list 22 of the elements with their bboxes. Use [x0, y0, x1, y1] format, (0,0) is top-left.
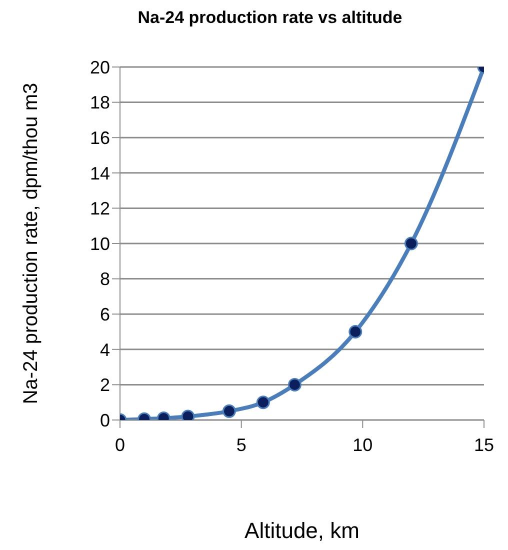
y-tick-label: 12	[90, 198, 110, 219]
y-tick-label: 6	[100, 304, 110, 324]
x-tick-label: 0	[114, 434, 126, 455]
y-tick-label: 14	[90, 163, 110, 184]
y-tick-label: 20	[90, 57, 110, 78]
point	[404, 236, 418, 250]
point	[222, 404, 236, 418]
y-tick-label: 2	[100, 375, 110, 396]
y-tick-label: 18	[90, 92, 110, 113]
y-tick-label: 8	[100, 269, 110, 290]
point	[348, 325, 362, 338]
y-tick-label: 0	[100, 410, 110, 430]
chart-title: Na-24 production rate vs altitude	[136, 8, 404, 28]
x-tick-label: 5	[236, 434, 246, 455]
y-tick-label: 4	[100, 340, 110, 360]
point	[288, 378, 302, 392]
y-tick-label: 16	[90, 128, 110, 148]
y-tick-label: 10	[90, 234, 110, 254]
x-tick-label: 10	[352, 434, 373, 455]
x-axis-title: Altitude, km	[244, 518, 360, 543]
y-axis-title: Na-24 production rate, dpm/thou m3	[20, 82, 42, 404]
x-tick-label: 15	[474, 434, 494, 455]
